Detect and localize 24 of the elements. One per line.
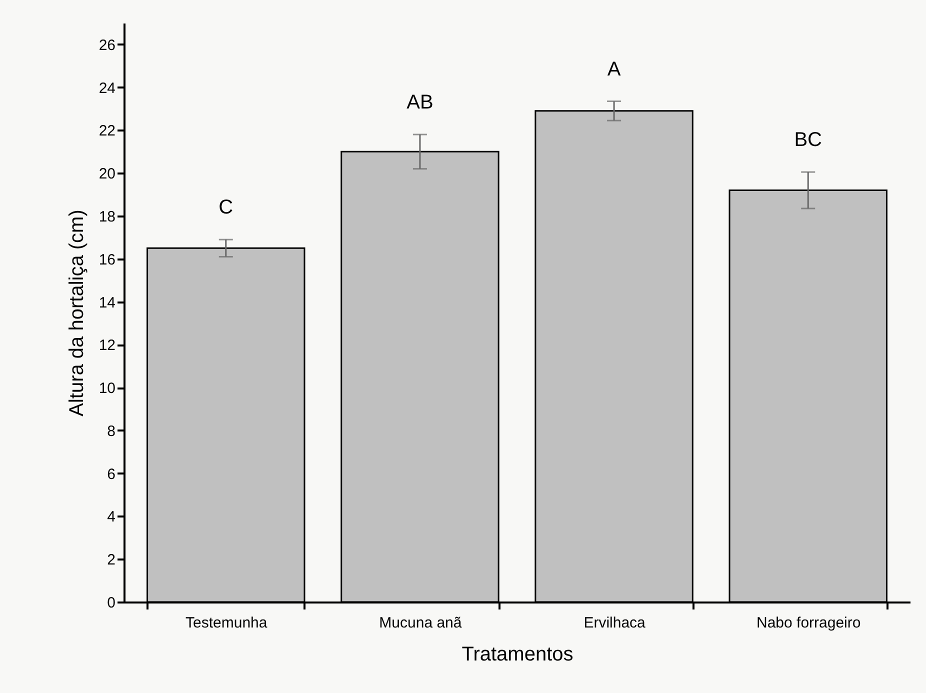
x-tick-label: Ervilhaca bbox=[584, 614, 646, 632]
y-tick-label: 0 bbox=[107, 594, 116, 612]
y-tick-label: 6 bbox=[107, 466, 116, 483]
y-tick-label: 16 bbox=[98, 251, 116, 268]
x-tick-label: Nabo forrageiro bbox=[756, 614, 861, 632]
annotation: A bbox=[607, 58, 622, 80]
x-axis-title: Tratamentos bbox=[462, 644, 574, 666]
y-tick-label: 2 bbox=[107, 552, 116, 569]
y-tick-label: 8 bbox=[107, 422, 116, 440]
y-tick-label: 24 bbox=[98, 80, 116, 97]
y-tick-label: 20 bbox=[98, 166, 116, 183]
annotation: BC bbox=[794, 129, 822, 152]
y-tick-label: 18 bbox=[98, 208, 116, 226]
y-tick-label: 14 bbox=[98, 294, 116, 312]
x-tick-label: Mucuna anã bbox=[379, 614, 462, 632]
annotation: C bbox=[218, 196, 234, 219]
x-tick-label: Testemunha bbox=[186, 614, 268, 632]
y-tick-label: 4 bbox=[107, 508, 116, 526]
y-tick-label: 26 bbox=[98, 36, 116, 54]
annotation: AB bbox=[406, 92, 434, 114]
y-tick-label: 10 bbox=[98, 380, 116, 398]
y-axis-title: Altura da hortaliça (cm) bbox=[66, 210, 88, 416]
y-tick-label: 22 bbox=[98, 122, 116, 140]
y-tick-label: 12 bbox=[98, 337, 116, 354]
